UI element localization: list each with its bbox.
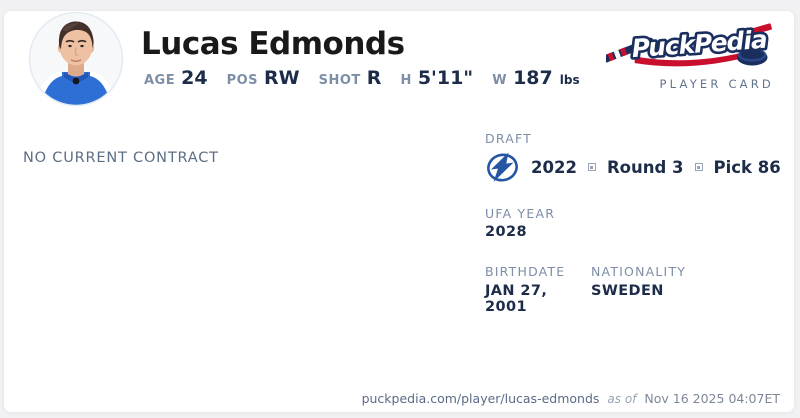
ufa-section: UFA YEAR 2028 [485,206,785,240]
player-photo [28,11,124,107]
birth-nationality-row: BIRTHDATE JAN 27, 2001 NATIONALITY SWEDE… [485,264,785,315]
page-title: Lucas Edmonds [141,26,405,62]
player-card: Lucas Edmonds AGE 24 POS RW SHOT R H 5'1… [3,10,795,413]
draft-year: 2022 [531,157,577,177]
birthdate-label: BIRTHDATE [485,264,566,279]
stat-position-value: RW [264,67,300,89]
stat-shot: SHOT R [319,67,382,89]
nationality-value: SWEDEN [591,283,664,299]
stat-age-value: 24 [181,67,208,89]
stat-shot-value: R [366,67,382,89]
nationality-section: NATIONALITY SWEDEN [591,264,686,315]
stat-height-label: H [400,73,412,88]
footer-url-link[interactable]: puckpedia.com/player/lucas-edmonds [361,391,600,406]
stat-weight: W 187 lbs [492,67,579,89]
stat-shot-label: SHOT [318,73,361,88]
stat-position-label: POS [226,73,259,88]
stat-position: POS RW [227,67,300,89]
player-vitals-row: AGE 24 POS RW SHOT R H 5'11" W 187 lbs [144,67,580,89]
contract-status-text: NO CURRENT CONTRACT [23,150,219,166]
ufa-year-label: UFA YEAR [485,206,556,221]
separator-icon [587,163,596,171]
stat-height-value: 5'11" [417,67,474,89]
puckpedia-logo[interactable]: PuckPedia PLAYER CARD [598,17,778,91]
birthdate-value: JAN 27, 2001 [485,283,548,315]
stat-weight-unit: lbs [559,73,580,87]
stat-age: AGE 24 [144,67,208,89]
draft-label: DRAFT [485,131,532,146]
tampa-bay-lightning-logo-icon [487,152,518,182]
footer: puckpedia.com/player/lucas-edmonds as of… [362,391,780,406]
ufa-year-value: 2028 [485,224,527,240]
stat-age-label: AGE [144,73,176,88]
separator-icon [694,163,703,171]
draft-round: Round 3 [606,157,684,177]
puckpedia-brand-icon: PuckPedia [602,22,774,67]
draft-section: DRAFT 2022 Round 3 Pick 86 [485,131,785,183]
stat-weight-value: 187 [513,67,553,89]
player-portrait-image [28,11,124,107]
draft-pick: Pick 86 [713,157,781,177]
stat-height: H 5'11" [400,67,473,89]
player-card-subtitle: PLAYER CARD [659,77,774,91]
player-details: DRAFT 2022 Round 3 Pick 86 UFA YEAR 2028… [485,131,785,315]
footer-asof-label: as of [607,392,637,406]
stat-weight-label: W [492,73,508,88]
nationality-label: NATIONALITY [591,264,687,279]
birthdate-section: BIRTHDATE JAN 27, 2001 [485,264,591,315]
footer-timestamp: Nov 16 2025 04:07ET [644,391,780,406]
draft-row: 2022 Round 3 Pick 86 [485,151,785,183]
